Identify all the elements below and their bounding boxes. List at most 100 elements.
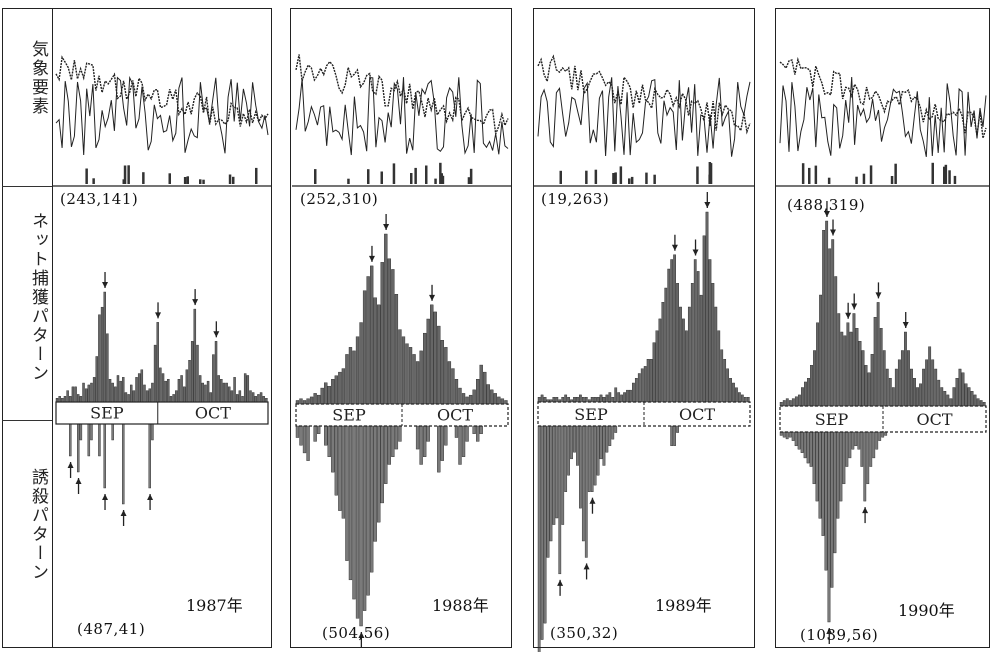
net-catch-bar	[714, 306, 718, 403]
net-peak-arrow-head	[845, 312, 852, 319]
net-catch-bar	[430, 304, 434, 405]
net-catch-bar	[540, 394, 544, 403]
net-catch-bar	[640, 368, 644, 403]
net-catch-bar	[238, 390, 242, 403]
net-catch-bar	[82, 382, 85, 403]
net-catch-bar	[567, 397, 570, 403]
induced-kill-bar	[806, 431, 810, 464]
net-peak-arrow-head	[823, 211, 830, 217]
net-catch-bar	[92, 377, 96, 403]
month-label-sep: SEP	[815, 410, 849, 429]
induced-kill-bar	[573, 425, 576, 453]
net-catch-bar	[233, 377, 236, 403]
net-catch-bar	[228, 386, 231, 403]
net-catch-bar	[925, 359, 929, 407]
net-catch-bar	[243, 373, 247, 403]
net-catch-bar	[831, 239, 835, 407]
induced-kill-bar	[590, 425, 594, 492]
induced-kill-bar	[394, 425, 399, 450]
net-catch-bar	[405, 343, 409, 405]
net-catch-bar	[982, 402, 986, 407]
net-catch-bar	[63, 396, 67, 403]
net-catch-bar	[348, 347, 353, 405]
induced-kill-bar	[465, 425, 469, 442]
net-catch-bar	[324, 382, 328, 405]
net-catch-bar	[220, 379, 223, 403]
net-catch-bar	[705, 211, 709, 403]
net-peak-arrow-head	[830, 229, 837, 236]
net-catch-bar	[493, 393, 497, 405]
net-catch-bar	[667, 268, 671, 403]
kill-peak-arrow-head	[862, 507, 869, 514]
net-catch-bar	[259, 392, 263, 403]
net-catch-bar	[937, 379, 941, 407]
net-catch-bar	[175, 390, 178, 403]
net-catch-bar	[816, 322, 819, 407]
net-catch-bar	[849, 331, 853, 407]
net-catch-bar	[864, 365, 868, 407]
row-label-net-catch: ネット捕獲パターン	[28, 212, 48, 383]
net-catch-bar	[788, 400, 792, 407]
net-catch-bar	[699, 294, 703, 403]
weather-rainfall-bar	[425, 165, 428, 184]
net-peak-arrow-head	[902, 322, 909, 328]
net-catch-bar	[702, 235, 706, 403]
net-catch-bar	[71, 386, 75, 403]
net-catch-bar	[791, 398, 795, 407]
net-catch-bar	[423, 332, 427, 405]
induced-kill-bar	[362, 425, 367, 611]
net-catch-bar	[143, 384, 146, 403]
net-catch-bar	[564, 394, 568, 403]
month-label-sep: SEP	[90, 403, 124, 422]
net-catch-bar	[384, 233, 388, 405]
net-catch-bar	[500, 398, 505, 405]
net-catch-bar	[153, 344, 157, 403]
induced-kill-bar	[423, 425, 427, 457]
net-catch-bar	[828, 248, 832, 407]
net-catch-bar	[156, 322, 159, 403]
net-catch-bar	[900, 350, 904, 407]
net-catch-bar	[119, 380, 122, 403]
weather-temperature-trace	[295, 54, 509, 135]
net-catch-bar	[419, 350, 423, 405]
net-catch-bar	[437, 325, 441, 405]
net-catch-bar	[380, 262, 384, 405]
induced-kill-bar	[148, 423, 151, 489]
weather-rainfall-bar	[228, 174, 232, 184]
net-catch-bar	[834, 276, 838, 407]
net-catch-bar	[825, 220, 829, 407]
net-catch-bar	[720, 349, 724, 403]
net-catch-bar	[106, 333, 109, 403]
net-catch-bar	[188, 360, 191, 403]
net-catch-bar	[587, 399, 591, 403]
net-catch-bar	[931, 359, 935, 407]
kill-max-label-1987: (487,41)	[77, 620, 146, 638]
net-catch-bar	[629, 389, 632, 403]
net-catch-bar	[214, 341, 218, 403]
induced-kill-bar	[878, 431, 882, 441]
weather-rainfall-bar	[594, 169, 598, 184]
weather-rainfall-bar	[944, 164, 948, 184]
weather-rainfall-bar	[619, 166, 623, 184]
net-catch-bar	[148, 388, 151, 403]
induced-kill-bar	[359, 425, 363, 627]
net-catch-bar	[634, 378, 638, 403]
net-catch-bar	[664, 287, 668, 403]
weather-rainfall-bar	[801, 163, 805, 184]
row-divider	[2, 186, 52, 187]
induced-kill-bar	[151, 423, 154, 441]
kill-max-label-1990: (1039,56)	[800, 626, 879, 644]
net-catch-bar	[246, 375, 250, 403]
induced-kill-bar	[419, 425, 423, 465]
net-catch-bar	[570, 399, 573, 403]
net-catch-bar	[164, 380, 167, 403]
panel-1988	[290, 8, 512, 648]
net-catch-bar	[970, 391, 974, 407]
net-catch-bar	[212, 354, 215, 403]
net-catch-bar	[185, 369, 189, 403]
net-catch-bar	[355, 336, 360, 405]
induced-kill-bar	[398, 425, 402, 442]
net-catch-bar	[711, 283, 715, 403]
net-catch-bar	[100, 306, 104, 403]
net-catch-bar	[412, 354, 416, 405]
